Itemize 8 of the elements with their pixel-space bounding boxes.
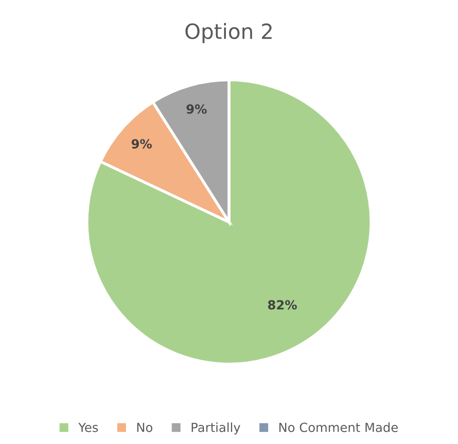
legend-label: Partially [192,422,240,435]
legend-label: No [137,422,152,432]
data-label: 9% [186,104,207,114]
data-label: 82% [268,300,297,310]
data-label: 9% [132,139,152,149]
legend-label: No Comment Made [279,422,398,432]
legend-label: Yes [78,422,98,432]
chart-title: Option 2 [185,23,272,44]
